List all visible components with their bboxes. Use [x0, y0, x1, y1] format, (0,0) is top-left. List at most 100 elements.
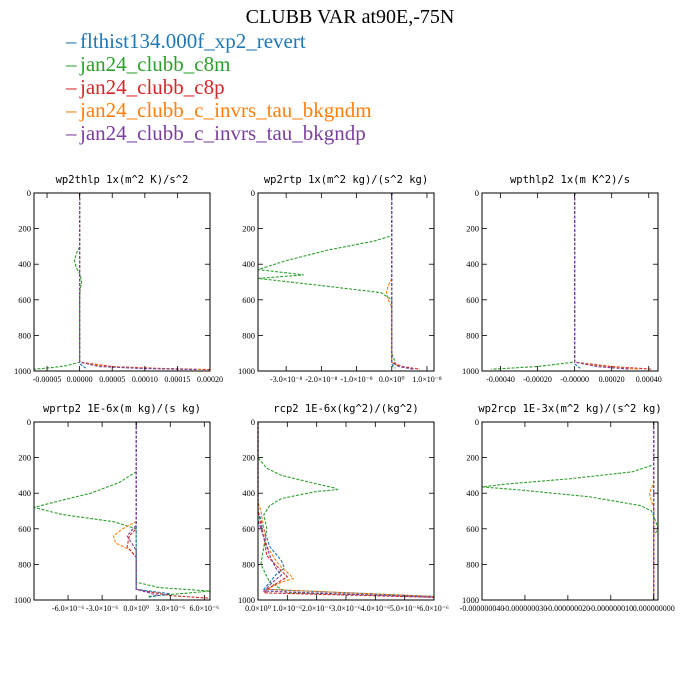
y-tick-label: 800 — [466, 330, 479, 340]
x-tick-label: 6.0×10⁻⁶ — [190, 604, 220, 613]
legend-dash: – — [66, 121, 77, 145]
series-line — [491, 193, 576, 370]
y-tick-label: 0 — [475, 188, 479, 198]
plot-frame — [33, 192, 211, 372]
y-tick-label: 800 — [18, 330, 31, 340]
y-tick-label: 1000 — [462, 595, 479, 605]
panel-title: rcp2 1E-6x(kg^2)/(kg^2) — [273, 403, 418, 415]
y-tick-label: 0 — [251, 188, 255, 198]
series-line — [257, 422, 435, 597]
panel-title: wpthlp2 1x(m K^2)/s — [510, 174, 630, 186]
y-tick-label: 400 — [466, 488, 479, 498]
chart-panel-6: wp2rcp 1E-3x(m^2 kg)/(s^2 kg) 0 200 400 600 8… — [460, 403, 675, 613]
series-line — [79, 193, 204, 371]
series-line — [574, 193, 581, 369]
x-tick-label: -0.000000030 — [503, 604, 548, 613]
series-line — [257, 422, 435, 597]
y-tick-label: 0 — [27, 188, 31, 198]
y-tick-label: 600 — [18, 295, 31, 305]
y-tick-label: 0 — [475, 417, 479, 427]
y-tick-label: 200 — [242, 224, 255, 234]
chart-panel-5: rcp2 1E-6x(kg^2)/(kg^2) 0 200 400 600 800 1000… — [238, 403, 449, 613]
legend-label: jan24_clubb_c8m — [80, 52, 231, 76]
x-tick-label: 5.0×10⁻⁶ — [390, 604, 420, 613]
y-tick-label: 400 — [242, 488, 255, 498]
x-tick-label: -0.00000 — [560, 375, 589, 384]
y-tick-label: 600 — [466, 295, 479, 305]
figure-title: CLUBB VAR at90E,-75N — [245, 6, 455, 28]
x-tick-label: -2.0×10⁻⁸ — [305, 375, 337, 384]
x-tick-label: 3.0×10⁻⁶ — [155, 604, 185, 613]
y-tick-label: 800 — [242, 559, 255, 569]
x-tick-label: 0.0×10⁰ — [123, 604, 149, 613]
legend-label: jan24_clubb_c8p — [80, 75, 225, 99]
series-line — [112, 422, 171, 597]
series-line — [126, 422, 211, 599]
x-tick-label: -3.0×10⁻⁸ — [270, 375, 302, 384]
y-tick-label: 400 — [18, 259, 31, 269]
y-tick-label: 1000 — [238, 595, 255, 605]
legend-dash: – — [66, 29, 77, 53]
panel-title: wp2rcp 1E-3x(m^2 kg)/(s^2 kg) — [478, 403, 661, 415]
x-tick-label: -0.00040 — [486, 375, 515, 384]
x-tick-label: -0.000000040 — [460, 604, 505, 613]
y-tick-label: 1000 — [14, 595, 31, 605]
panel-title: wp2thlp 1x(m^2 K)/s^2 — [56, 174, 189, 186]
chart-panel-3: wpthlp2 1x(m K^2)/s 0 200 400 600 800 1000 -0.0… — [462, 174, 662, 384]
x-tick-label: 4.0×10⁻⁶ — [361, 604, 391, 613]
series-line — [257, 422, 435, 598]
x-tick-label: 3.0×10⁻⁶ — [331, 604, 361, 613]
x-tick-label: 2.0×10⁻⁶ — [302, 604, 332, 613]
chart-panel-2: wp2rtp 1x(m^2 kg)/(s^2 kg) 0 200 400 600 800 1… — [238, 174, 442, 384]
series-line — [481, 422, 659, 600]
series-line — [257, 422, 435, 598]
y-tick-label: 200 — [466, 224, 479, 234]
x-tick-label: -0.00005 — [33, 375, 62, 384]
series-line — [385, 193, 400, 368]
x-tick-label: 0.000000000 — [633, 604, 675, 613]
y-tick-label: 200 — [18, 453, 31, 463]
series-line — [79, 193, 197, 371]
y-tick-label: 400 — [18, 488, 31, 498]
x-tick-label: -6.0×10⁻⁶ — [52, 604, 84, 613]
y-tick-label: 400 — [242, 259, 255, 269]
x-tick-label: 0.00015 — [164, 375, 190, 384]
y-tick-label: 200 — [18, 224, 31, 234]
y-tick-label: 600 — [466, 524, 479, 534]
x-tick-label: -1.0×10⁻⁸ — [340, 375, 372, 384]
legend-item: – jan24_clubb_c8m — [66, 53, 372, 76]
y-tick-label: 1000 — [238, 366, 255, 376]
y-tick-label: 800 — [18, 559, 31, 569]
plot-frame — [481, 421, 659, 601]
series-line — [33, 422, 211, 597]
x-tick-label: 0.00000 — [67, 375, 93, 384]
legend-label: flthist134.000f_xp2_revert — [80, 29, 306, 53]
series-line — [126, 422, 160, 597]
series-line — [79, 193, 87, 369]
y-tick-label: 0 — [251, 417, 255, 427]
x-tick-label: -3.0×10⁻⁶ — [86, 604, 118, 613]
x-tick-label: -0.000000020 — [546, 604, 591, 613]
series-line — [391, 193, 413, 370]
x-tick-label: 0.00020 — [599, 375, 625, 384]
panel-title: wprtp2 1E-6x(m kg)/(s kg) — [43, 403, 201, 415]
series-line — [257, 193, 396, 368]
plot-frame — [481, 192, 659, 372]
legend-label: jan24_clubb_c_invrs_tau_bkgndm — [80, 98, 372, 122]
x-tick-label: 0.00005 — [99, 375, 125, 384]
series-line — [257, 422, 435, 597]
y-tick-label: 400 — [466, 259, 479, 269]
y-tick-label: 600 — [18, 524, 31, 534]
series-line — [33, 193, 83, 370]
y-tick-label: 800 — [466, 559, 479, 569]
y-tick-label: 0 — [27, 417, 31, 427]
y-tick-label: 1000 — [462, 366, 479, 376]
x-tick-label: -0.000000010 — [588, 604, 633, 613]
plot-frame — [33, 421, 211, 601]
chart-panel-4: wprtp2 1E-6x(m kg)/(s kg) 0 200 400 600 800 10… — [14, 403, 219, 613]
x-tick-label: 1.0×10⁻⁸ — [412, 375, 442, 384]
legend-dash: – — [66, 98, 77, 122]
legend-dash: – — [66, 52, 77, 76]
series-line — [574, 193, 640, 370]
